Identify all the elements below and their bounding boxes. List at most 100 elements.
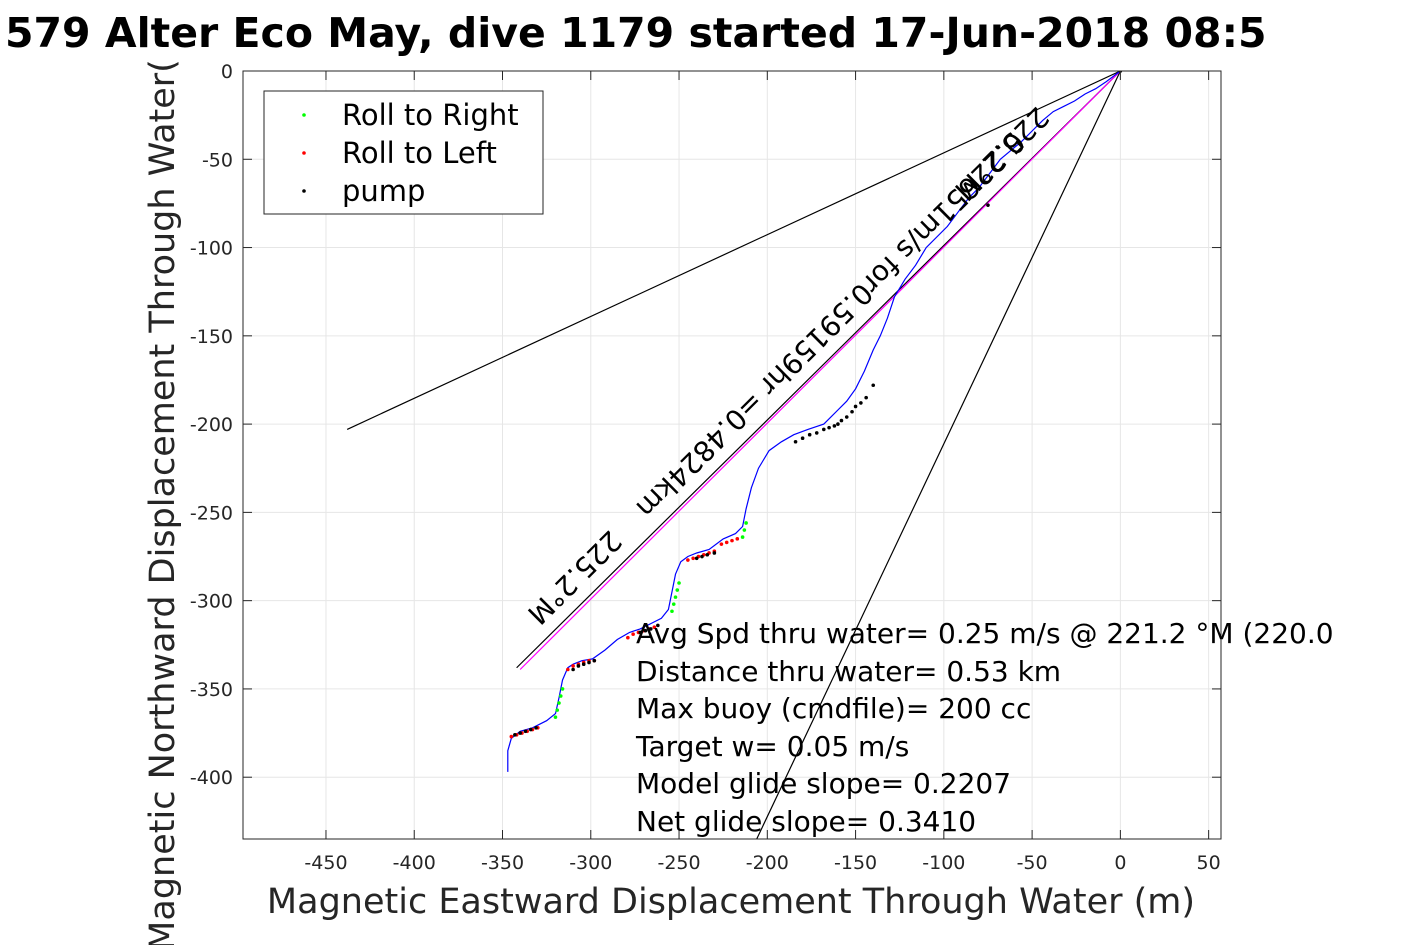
pump-point bbox=[827, 425, 831, 430]
pump-point bbox=[528, 727, 533, 732]
pump-point bbox=[800, 436, 805, 441]
reference-line bbox=[346, 71, 1121, 430]
roll-right-point bbox=[555, 708, 560, 712]
y-tick-label: -400 bbox=[190, 767, 233, 789]
pump-point bbox=[638, 630, 643, 635]
roll-left-point bbox=[626, 635, 630, 640]
roll-left-point bbox=[686, 558, 690, 562]
legend-label-pump: pump bbox=[342, 174, 425, 208]
pump-point bbox=[648, 627, 653, 631]
pump-point bbox=[859, 401, 863, 405]
pump-point bbox=[643, 628, 648, 633]
x-tick-label: -200 bbox=[746, 852, 789, 874]
annotation-distance: Distance thru water= 0.53 km bbox=[636, 655, 1061, 688]
pump-point bbox=[839, 418, 844, 423]
y-tick-label: -200 bbox=[190, 414, 233, 436]
y-tick-label: -300 bbox=[190, 591, 233, 613]
roll-left-point bbox=[724, 540, 729, 545]
pump-point bbox=[871, 383, 876, 388]
data-points bbox=[509, 71, 1123, 739]
legend-marker-roll-right bbox=[302, 113, 306, 117]
x-tick-label: 50 bbox=[1197, 852, 1221, 874]
chart-title: 579 Alter Eco May, dive 1179 started 17-… bbox=[5, 9, 1267, 57]
roll-left-point bbox=[652, 625, 657, 629]
plot-frame bbox=[242, 70, 1222, 840]
roll-right-point bbox=[671, 602, 676, 606]
pump-point bbox=[793, 439, 798, 444]
pump-point bbox=[864, 395, 868, 400]
pump-point bbox=[836, 422, 840, 426]
roll-right-point bbox=[742, 528, 747, 532]
pump-point bbox=[518, 731, 522, 735]
glider-track bbox=[507, 71, 1121, 772]
y-tick-label: -50 bbox=[202, 149, 233, 171]
y-tick-label: -150 bbox=[190, 326, 233, 348]
roll-left-point bbox=[509, 734, 514, 739]
roll-right-point bbox=[670, 609, 674, 614]
pump-point bbox=[814, 431, 819, 435]
legend-label-roll-right: Roll to Right bbox=[342, 98, 519, 132]
x-tick-label: -50 bbox=[1017, 852, 1048, 874]
legend-marker-roll-left bbox=[302, 151, 306, 155]
legend-box bbox=[263, 90, 544, 215]
y-tick-label: -100 bbox=[190, 238, 233, 260]
roll-right-point bbox=[560, 687, 565, 691]
roll-right-point bbox=[553, 715, 558, 719]
roll-left-point bbox=[571, 664, 575, 668]
reference-lines bbox=[346, 71, 1121, 839]
annotation-model-glide-slope: Model glide slope= 0.2207 bbox=[636, 767, 1011, 800]
annotation-avg-speed: Avg Spd thru water= 0.25 m/s @ 221.2 °M … bbox=[636, 617, 1334, 650]
roll-left-point bbox=[566, 667, 570, 672]
x-tick-label: -250 bbox=[657, 852, 700, 874]
annotation-net-glide-slope: Net glide slope= 0.3410 bbox=[636, 805, 976, 838]
x-tick-label: -300 bbox=[569, 852, 612, 874]
annotation-target-w: Target w= 0.05 m/s bbox=[635, 730, 909, 763]
legend: Roll to Right Roll to Left pump bbox=[263, 90, 544, 215]
roll-right-point bbox=[673, 595, 678, 599]
reference-line bbox=[516, 71, 1121, 669]
pump-point bbox=[523, 729, 528, 734]
pump-point bbox=[821, 427, 826, 432]
roll-right-point bbox=[740, 535, 745, 539]
roll-left-point bbox=[631, 632, 635, 636]
legend-label-roll-left: Roll to Left bbox=[342, 136, 497, 170]
pump-point bbox=[534, 725, 538, 730]
pump-point bbox=[581, 662, 586, 667]
x-tick-label: -150 bbox=[834, 852, 877, 874]
pump-point bbox=[807, 432, 812, 437]
roll-left-point bbox=[691, 556, 695, 561]
pump-point bbox=[844, 415, 849, 419]
reference-line bbox=[756, 71, 1121, 839]
track-line bbox=[507, 71, 1121, 772]
pump-point bbox=[853, 404, 858, 409]
pump-point bbox=[513, 733, 517, 737]
pump-point bbox=[587, 660, 591, 665]
pump-point bbox=[694, 556, 699, 561]
y-tick-label: -250 bbox=[190, 502, 233, 524]
y-tick-label: -350 bbox=[190, 679, 233, 701]
roll-right-point bbox=[557, 701, 561, 705]
roll-right-point bbox=[675, 588, 680, 592]
annotation-max-buoy: Max buoy (cmdfile)= 200 cc bbox=[636, 692, 1031, 725]
x-tick-label: 0 bbox=[1114, 852, 1126, 874]
pump-point bbox=[700, 554, 704, 559]
stats-annotation: Avg Spd thru water= 0.25 m/s @ 221.2 °M … bbox=[635, 617, 1334, 838]
pump-point bbox=[571, 667, 575, 672]
roll-left-point bbox=[735, 537, 740, 541]
legend-marker-pump bbox=[302, 189, 306, 193]
roll-left-point bbox=[730, 538, 734, 543]
reference-line bbox=[519, 71, 1121, 670]
axis-ticks: -450 -400 -350 -300 -250 -200 -150 -100 -50 0 50 0 -… bbox=[190, 61, 1221, 874]
pump-point bbox=[656, 623, 660, 628]
pump-point bbox=[986, 203, 990, 207]
x-axis-label: Magnetic Eastward Displacement Through W… bbox=[267, 882, 1195, 922]
pump-point bbox=[832, 424, 837, 428]
x-tick-label: -350 bbox=[481, 852, 524, 874]
pump-point bbox=[705, 552, 710, 557]
pump-point bbox=[592, 658, 597, 663]
y-axis-label: Magnetic Northward Displacement Through … bbox=[143, 59, 183, 945]
roll-right-point bbox=[677, 581, 681, 585]
pump-point bbox=[850, 409, 854, 414]
pump-point bbox=[576, 664, 581, 668]
